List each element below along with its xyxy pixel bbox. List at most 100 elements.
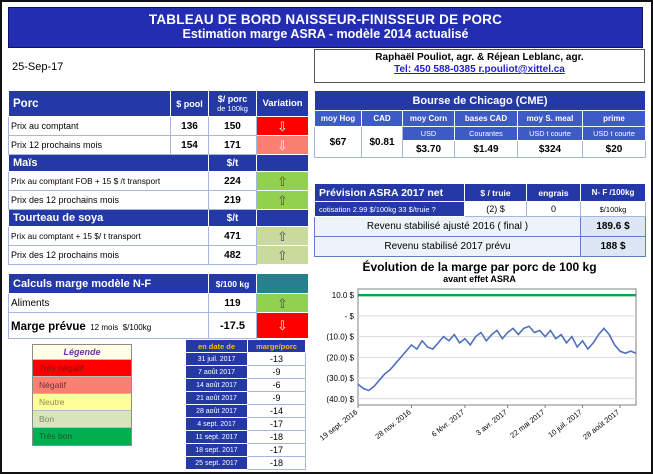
history-date: 4 sept. 2017 — [185, 417, 248, 431]
mais-section-header: Maïs — [8, 154, 209, 172]
mais-12m-value: 219 — [208, 190, 257, 210]
margin-history-table: en date de marge/porc 31 juil. 2017 -13 7… — [185, 339, 306, 470]
asra-col-truie: $ / truie — [464, 183, 527, 202]
svg-text:6 févr. 2017: 6 févr. 2017 — [430, 407, 466, 438]
price-column-header-line2: de 100kg — [217, 104, 248, 113]
porc-section-header: Porc — [8, 90, 171, 117]
porc-12m-label: Prix 12 prochains mois — [8, 135, 171, 155]
porc-spot-price-value: 150 — [208, 116, 257, 136]
table-row: Bourse de Chicago (CME) — [314, 90, 646, 111]
marge-prevue-label-main: Marge prévue — [11, 320, 86, 333]
variation-column-header: Variation — [256, 90, 309, 117]
legend-item-tres-bon: Très bon — [33, 428, 131, 445]
marge-prevue-label-unit: $/100kg — [122, 322, 152, 332]
aliments-value: 119 — [208, 293, 257, 313]
revenu-2016-label: Revenu stabilisé ajusté 2016 ( final ) — [314, 216, 581, 237]
mais-header-spacer — [256, 154, 309, 172]
down-arrow-icon: ⇩ — [256, 312, 309, 339]
cme-sub-usd: USD — [402, 126, 455, 141]
up-arrow-icon: ⇧ — [256, 171, 309, 191]
calc-section-header: Calculs marge modèle N-F — [8, 273, 209, 294]
svg-text:19 sept. 2016: 19 sept. 2016 — [318, 407, 359, 442]
cme-prime-value: $20 — [582, 140, 646, 158]
asra-engrais-value: 0 — [526, 201, 581, 217]
table-row: 31 juil. 2017 -13 — [185, 352, 306, 366]
soya-12m-label: Prix des 12 prochains mois — [8, 245, 209, 265]
table-row: 4 sept. 2017 -17 — [185, 417, 306, 431]
mais-spot-label: Prix au comptant FOB + 15 $ /t transport — [8, 171, 209, 191]
cme-col-moy-corn: moy Corn — [402, 110, 455, 127]
svg-text:3 avr. 2017: 3 avr. 2017 — [474, 407, 509, 437]
history-date-column-header: en date de — [185, 339, 248, 353]
contact-names: Raphaël Pouliot, agr. & Réjean Leblanc, … — [375, 52, 584, 63]
cme-sub-usd-t-courte-2: USD t courte — [582, 126, 646, 141]
cme-corn-value: $3.70 — [402, 140, 455, 158]
history-value: -18 — [247, 456, 306, 470]
cme-col-prime: prime — [582, 110, 646, 127]
cme-sub-usd-t-courte-1: USD t courte — [517, 126, 583, 141]
cme-cad-value: $0.81 — [361, 126, 403, 158]
table-row: Prix au comptant + 15 $/ t transport 471… — [8, 226, 309, 246]
up-arrow-icon: ⇧ — [256, 190, 309, 210]
contact-box: Raphaël Pouliot, agr. & Réjean Leblanc, … — [314, 49, 645, 83]
contact-phone-email-link[interactable]: Tel: 450 588-0385 r.pouliot@xittel.ca — [394, 64, 565, 75]
table-row: Marge prévue 12 mois $/100kg -17.5 ⇩ — [8, 312, 309, 339]
table-row: $67 $0.81 USD Courantes USD t courte USD… — [314, 126, 646, 158]
asra-col-nf: N- F /100kg — [580, 183, 646, 202]
history-date: 31 juil. 2017 — [185, 352, 248, 366]
history-value: -9 — [247, 391, 306, 405]
chart-title: Évolution de la marge par porc de 100 kg — [362, 260, 597, 274]
asra-forecast-table: Prévision ASRA 2017 net $ / truie engrai… — [314, 183, 646, 257]
calc-variation-header-cell — [256, 273, 309, 294]
cme-hog-value: $67 — [314, 126, 362, 158]
history-value: -18 — [247, 430, 306, 444]
table-row: 7 août 2017 -9 — [185, 365, 306, 379]
soya-section-header: Tourteau de soya — [8, 209, 209, 227]
down-arrow-icon: ⇩ — [256, 116, 309, 136]
history-value: -6 — [247, 378, 306, 392]
history-date: 14 août 2017 — [185, 378, 248, 392]
mais-12m-label: Prix des 12 prochains mois — [8, 190, 209, 210]
table-row: Revenu stabilisé 2017 prévu 188 $ — [314, 236, 646, 257]
history-value: -17 — [247, 417, 306, 431]
table-row: 28 août 2017 -14 — [185, 404, 306, 418]
table-row: Prix des 12 prochains mois 219 ⇧ — [8, 190, 309, 210]
legend-item-tres-negatif: Très négatif — [33, 360, 131, 377]
table-row: Calculs marge modèle N-F $/100 kg — [8, 273, 309, 294]
table-row: Prévision ASRA 2017 net $ / truie engrai… — [314, 183, 646, 202]
up-arrow-icon: ⇧ — [256, 293, 309, 313]
porc-spot-pool-value: 136 — [170, 116, 209, 136]
table-row: Prix au comptant 136 150 ⇩ — [8, 116, 309, 136]
svg-text:22 mai 2017: 22 mai 2017 — [508, 407, 546, 440]
asra-nf-value: $/100kg — [580, 201, 646, 217]
history-date: 11 sept. 2017 — [185, 430, 248, 444]
marge-prevue-label: Marge prévue 12 mois $/100kg — [8, 312, 209, 339]
page-subtitle: Estimation marge ASRA - modèle 2014 actu… — [182, 27, 469, 41]
table-row: cotisation 2.99 $/100kg 33 $/truie ? (2)… — [314, 201, 646, 217]
history-date: 28 août 2017 — [185, 404, 248, 418]
prices-table: Porc $ pool $/ porc de 100kg Variation P… — [8, 90, 309, 265]
price-column-header-line1: $/ porc — [217, 94, 248, 104]
title-bar: TABLEAU DE BORD NAISSEUR-FINISSEUR DE PO… — [8, 7, 643, 48]
history-date: 18 sept. 2017 — [185, 443, 248, 457]
mais-spot-value: 224 — [208, 171, 257, 191]
soya-spot-label: Prix au comptant + 15 $/ t transport — [8, 226, 209, 246]
history-date: 25 sept. 2017 — [185, 456, 248, 470]
history-value: -17 — [247, 443, 306, 457]
table-row: 11 sept. 2017 -18 — [185, 430, 306, 444]
table-row: Prix 12 prochains mois 154 171 ⇩ — [8, 135, 309, 155]
cme-col-moy-smeal: moy S. meal — [517, 110, 583, 127]
margin-line-chart: 10.0 $ - $ (10.0) $ (20.0) $ (30.0) $ (40.0) … — [318, 288, 637, 443]
cme-col-moy-hog: moy Hog — [314, 110, 362, 127]
calc-unit-header: $/100 kg — [208, 273, 257, 294]
svg-text:10.0 $: 10.0 $ — [332, 291, 355, 300]
soya-12m-value: 482 — [208, 245, 257, 265]
cme-smeal-value: $324 — [517, 140, 583, 158]
up-arrow-icon: ⇧ — [256, 245, 309, 265]
table-row: Tourteau de soya $/t — [8, 209, 309, 227]
porc-12m-pool-value: 154 — [170, 135, 209, 155]
margin-calc-table: Calculs marge modèle N-F $/100 kg Alimen… — [8, 273, 309, 339]
table-row: moy Hog CAD moy Corn bases CAD moy S. me… — [314, 110, 646, 127]
cme-col-cad: CAD — [361, 110, 403, 127]
pool-column-header: $ pool — [170, 90, 209, 117]
